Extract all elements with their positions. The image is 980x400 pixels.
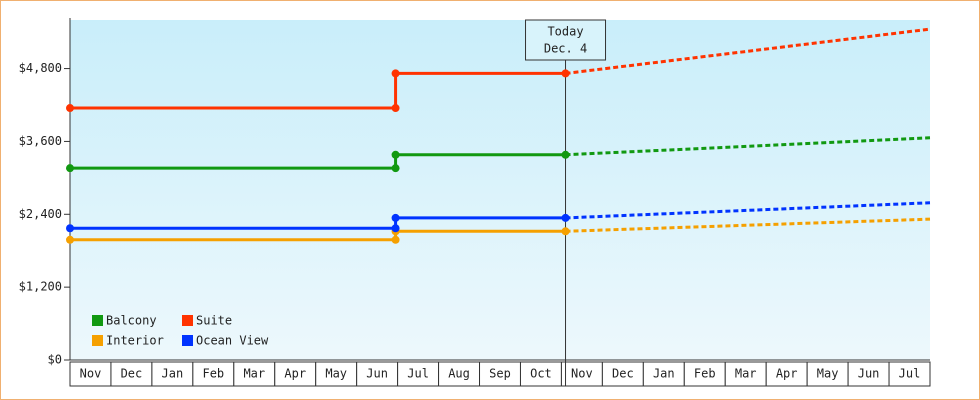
- x-tick-cell: [233, 361, 276, 387]
- legend-swatch: [182, 315, 193, 326]
- forecast-line: [565, 217, 931, 233]
- point: [66, 164, 74, 173]
- x-tick-label: Dec: [121, 367, 143, 381]
- legend-swatch: [92, 315, 103, 326]
- x-tick-cell: [192, 361, 235, 387]
- point: [561, 213, 570, 222]
- series-line: [70, 229, 566, 242]
- x-tick-cell: [888, 361, 931, 387]
- x-tick-label: Sep: [489, 367, 511, 381]
- point: [561, 69, 570, 78]
- x-tick-cell: [69, 361, 112, 387]
- series-line: [70, 71, 566, 110]
- x-tick-label: Jun: [366, 367, 388, 381]
- x-tick-label: Apr: [776, 367, 798, 381]
- x-tick-label: Apr: [284, 367, 306, 381]
- point: [391, 104, 400, 113]
- legend-label: Balcony: [106, 314, 157, 328]
- x-tick-label: Feb: [202, 367, 224, 381]
- point: [391, 164, 400, 173]
- legend-swatch: [182, 335, 193, 346]
- legend-label: Ocean View: [196, 334, 269, 348]
- x-tick-label: May: [325, 367, 347, 381]
- point: [391, 150, 400, 159]
- forecast-line: [565, 27, 931, 75]
- point: [391, 224, 400, 233]
- point: [66, 235, 74, 244]
- point: [391, 213, 400, 222]
- x-tick-label: Nov: [571, 367, 593, 381]
- x-tick-cell: [560, 361, 603, 387]
- x-tick-label: Aug: [448, 367, 470, 381]
- x-tick-label: Feb: [694, 367, 716, 381]
- x-tick-cell: [806, 361, 849, 387]
- x-tick-cell: [683, 361, 726, 387]
- point: [391, 235, 400, 244]
- x-tick-label: Jun: [858, 367, 880, 381]
- x-tick-cell: [356, 361, 399, 387]
- x-tick-label: May: [817, 367, 839, 381]
- today-label: Today: [547, 25, 583, 39]
- plot-area: [70, 20, 930, 360]
- x-tick-cell: [151, 361, 194, 387]
- x-tick-label: Mar: [243, 367, 265, 381]
- x-tick-label: Jul: [407, 367, 429, 381]
- y-tick-label: $1,200: [19, 280, 62, 294]
- legend-swatch: [92, 335, 103, 346]
- point: [561, 150, 570, 159]
- legend-label: Suite: [196, 314, 232, 328]
- series-line: [70, 216, 566, 230]
- forecast-line: [565, 136, 931, 157]
- x-tick-label: Nov: [80, 367, 102, 381]
- x-tick-label: Oct: [530, 367, 552, 381]
- point: [561, 227, 570, 236]
- point: [66, 224, 74, 233]
- point: [66, 104, 74, 113]
- y-tick-label: $0: [48, 353, 62, 367]
- forecast-line: [565, 201, 931, 220]
- x-tick-cell: [110, 361, 153, 387]
- x-tick-cell: [642, 361, 685, 387]
- x-tick-cell: [847, 361, 890, 387]
- today-label: Dec. 4: [544, 42, 587, 56]
- y-tick-label: $2,400: [19, 207, 62, 221]
- x-tick-cell: [765, 361, 808, 387]
- x-tick-cell: [519, 361, 562, 387]
- point: [391, 69, 400, 78]
- x-tick-label: Mar: [735, 367, 757, 381]
- y-tick-label: $4,800: [19, 61, 62, 75]
- series-line: [70, 153, 566, 170]
- x-tick-label: Jan: [653, 367, 675, 381]
- x-tick-label: Jul: [899, 367, 921, 381]
- legend-label: Interior: [106, 334, 164, 348]
- x-tick-label: Jan: [162, 367, 184, 381]
- y-tick-label: $3,600: [19, 134, 62, 148]
- today-box: [525, 19, 607, 61]
- x-tick-cell: [438, 361, 481, 387]
- x-tick-label: Dec: [612, 367, 634, 381]
